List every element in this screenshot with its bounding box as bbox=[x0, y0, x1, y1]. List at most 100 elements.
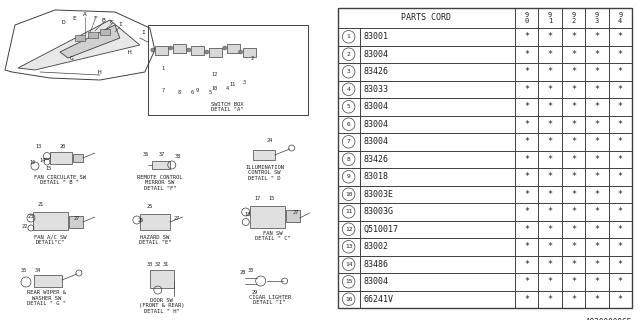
Bar bbox=[69, 216, 83, 228]
Bar bbox=[585, 291, 609, 308]
Text: 83033: 83033 bbox=[364, 85, 388, 94]
Text: CIGAR LIGHTER
DETAIL "I": CIGAR LIGHTER DETAIL "I" bbox=[248, 295, 291, 305]
Text: H: H bbox=[128, 50, 132, 54]
Text: 1: 1 bbox=[347, 34, 351, 39]
Bar bbox=[150, 270, 174, 288]
Text: 10: 10 bbox=[212, 85, 218, 91]
Text: 11: 11 bbox=[345, 209, 353, 214]
Bar bbox=[360, 98, 515, 116]
Bar bbox=[562, 116, 585, 133]
Bar bbox=[609, 116, 632, 133]
Text: *: * bbox=[571, 242, 576, 251]
Text: *: * bbox=[595, 137, 599, 146]
Text: *: * bbox=[524, 32, 529, 41]
Polygon shape bbox=[60, 25, 120, 58]
Text: *: * bbox=[524, 155, 529, 164]
Text: *: * bbox=[595, 260, 599, 269]
Text: *: * bbox=[618, 137, 623, 146]
Bar bbox=[360, 133, 515, 150]
Text: *: * bbox=[595, 242, 599, 251]
Text: 12: 12 bbox=[345, 227, 353, 232]
Text: 8: 8 bbox=[347, 157, 351, 162]
Bar bbox=[360, 28, 515, 45]
Text: *: * bbox=[595, 120, 599, 129]
Text: 12: 12 bbox=[212, 73, 218, 77]
Bar bbox=[338, 63, 360, 81]
Text: *: * bbox=[618, 67, 623, 76]
Bar bbox=[538, 63, 562, 81]
Bar bbox=[562, 8, 585, 28]
Bar bbox=[338, 186, 360, 203]
Bar bbox=[360, 273, 515, 291]
Text: I: I bbox=[141, 29, 145, 35]
Circle shape bbox=[223, 46, 227, 50]
Text: REAR WIPER &
WASHER SW
DETAIL " G ": REAR WIPER & WASHER SW DETAIL " G " bbox=[28, 290, 67, 306]
Text: *: * bbox=[618, 172, 623, 181]
Bar bbox=[562, 273, 585, 291]
Bar bbox=[585, 238, 609, 255]
Text: 28: 28 bbox=[239, 269, 246, 275]
Bar bbox=[360, 220, 515, 238]
Bar bbox=[562, 63, 585, 81]
Bar bbox=[585, 98, 609, 116]
Text: *: * bbox=[571, 207, 576, 216]
Bar bbox=[360, 81, 515, 98]
Bar bbox=[585, 255, 609, 273]
Bar bbox=[585, 28, 609, 45]
Bar bbox=[609, 220, 632, 238]
Text: A: A bbox=[83, 12, 87, 18]
Text: 5: 5 bbox=[347, 104, 351, 109]
Bar bbox=[609, 8, 632, 28]
Bar bbox=[609, 255, 632, 273]
Text: *: * bbox=[547, 102, 552, 111]
Text: 2: 2 bbox=[347, 52, 351, 57]
Bar bbox=[73, 154, 83, 162]
Text: 36: 36 bbox=[143, 153, 149, 157]
Bar bbox=[609, 291, 632, 308]
Bar bbox=[227, 44, 240, 53]
Circle shape bbox=[151, 48, 155, 52]
Text: *: * bbox=[547, 32, 552, 41]
Text: *: * bbox=[547, 207, 552, 216]
Text: 9: 9 bbox=[195, 87, 198, 92]
Bar bbox=[585, 273, 609, 291]
Bar bbox=[152, 161, 170, 169]
Text: 9
3: 9 3 bbox=[595, 12, 599, 24]
Text: *: * bbox=[618, 295, 623, 304]
Text: I: I bbox=[118, 22, 122, 28]
Text: 21: 21 bbox=[38, 202, 44, 206]
Text: *: * bbox=[595, 50, 599, 59]
Bar bbox=[360, 255, 515, 273]
Bar bbox=[360, 238, 515, 255]
Bar bbox=[562, 203, 585, 220]
Text: *: * bbox=[524, 85, 529, 94]
Text: 29: 29 bbox=[252, 290, 258, 294]
Text: *: * bbox=[547, 172, 552, 181]
Text: *: * bbox=[618, 207, 623, 216]
Bar bbox=[538, 116, 562, 133]
Bar bbox=[338, 220, 360, 238]
Text: *: * bbox=[618, 102, 623, 111]
Text: *: * bbox=[571, 225, 576, 234]
Text: *: * bbox=[618, 155, 623, 164]
Text: *: * bbox=[595, 32, 599, 41]
Bar bbox=[209, 48, 221, 57]
Bar bbox=[140, 214, 170, 230]
Bar bbox=[338, 238, 360, 255]
Bar bbox=[609, 186, 632, 203]
Bar bbox=[360, 203, 515, 220]
Text: 6: 6 bbox=[190, 90, 193, 94]
Text: ILLUMINATION
CONTROL SW
DETAIL " D: ILLUMINATION CONTROL SW DETAIL " D bbox=[245, 165, 284, 181]
Bar bbox=[538, 133, 562, 150]
Text: 9
2: 9 2 bbox=[572, 12, 575, 24]
Text: 83004: 83004 bbox=[364, 120, 388, 129]
Text: 8: 8 bbox=[177, 90, 180, 94]
Text: 4: 4 bbox=[347, 87, 351, 92]
Text: *: * bbox=[571, 50, 576, 59]
Text: *: * bbox=[547, 190, 552, 199]
Text: 83004: 83004 bbox=[364, 50, 388, 59]
Text: 18: 18 bbox=[244, 212, 251, 217]
Bar bbox=[609, 168, 632, 186]
Bar bbox=[515, 255, 538, 273]
Bar bbox=[515, 98, 538, 116]
